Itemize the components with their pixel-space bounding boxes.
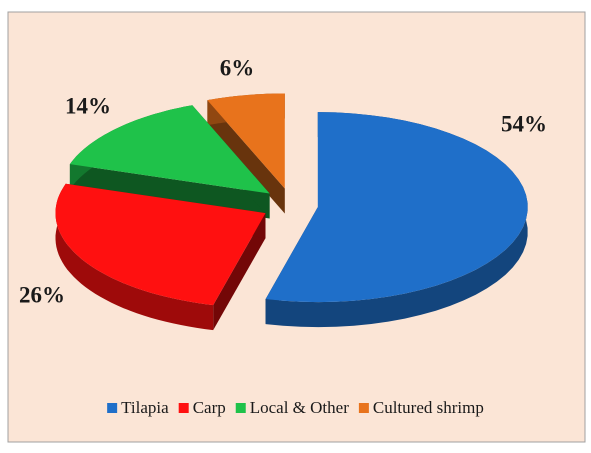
slice (265, 112, 528, 303)
legend-swatch (107, 403, 118, 413)
slice-side (265, 112, 528, 328)
slice-side (213, 213, 266, 331)
slice-side (55, 183, 214, 331)
legend-swatch (358, 403, 369, 413)
data-label: 6% (220, 55, 255, 80)
data-label: 26% (19, 282, 65, 307)
data-label: 54% (501, 111, 547, 136)
slice (55, 183, 266, 306)
legend-label: Cultured shrimp (373, 398, 484, 417)
slice (207, 93, 285, 189)
legend-label: Carp (193, 398, 226, 417)
slice-side (69, 164, 270, 219)
slice (69, 105, 270, 194)
slice-side (207, 100, 285, 214)
data-label: 14% (65, 93, 111, 118)
legend-swatch (235, 403, 246, 413)
legend-swatch (178, 403, 189, 413)
legend-label: Local & Other (250, 398, 349, 417)
legend-label: Tilapia (121, 398, 169, 417)
